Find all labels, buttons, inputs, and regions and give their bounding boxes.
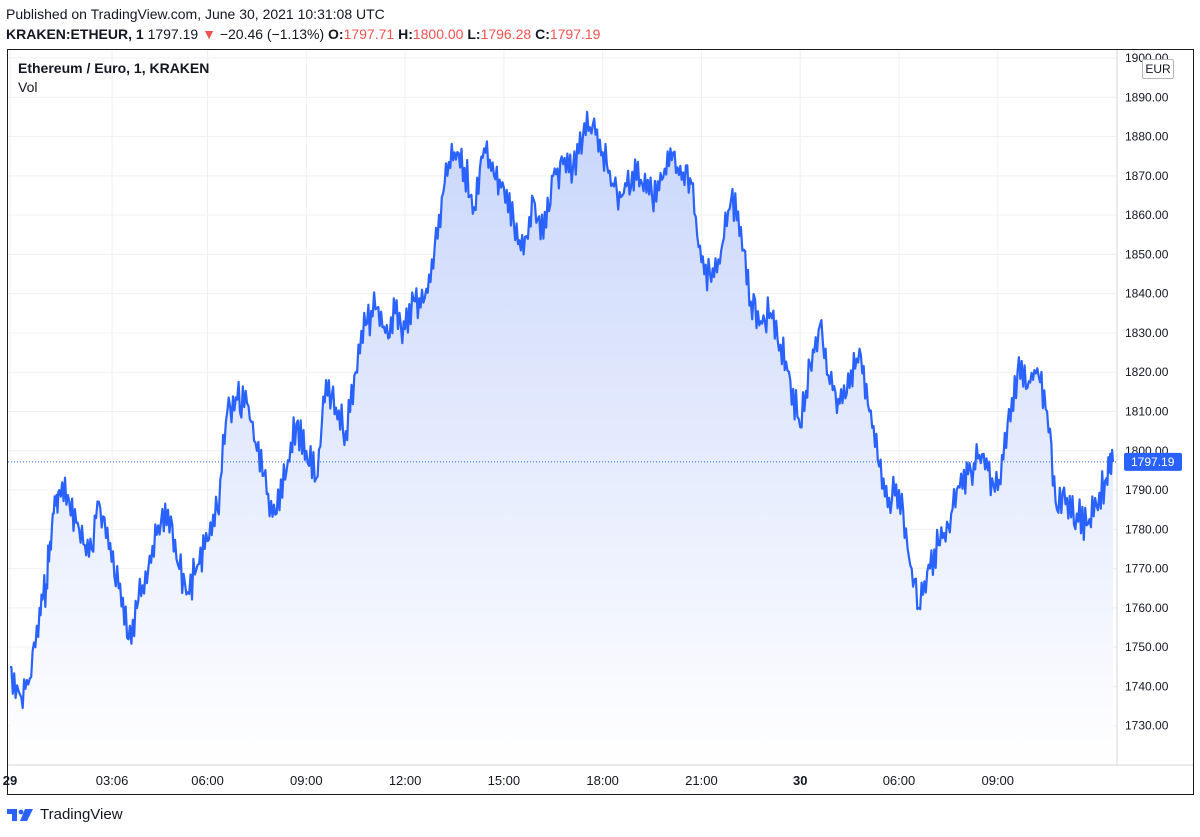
- time-tick-label: 06:00: [883, 773, 916, 788]
- time-axis[interactable]: 29 03:06 06:00 09:00 12:00 15:00 18:00 21:00 30 0…: [3, 773, 1014, 788]
- price-tick-label: 1830.00: [1125, 326, 1169, 340]
- time-tick-label: 12:00: [389, 773, 422, 788]
- price-tick-label: 1850.00: [1125, 247, 1169, 261]
- ohlc-header: KRAKEN:ETHEUR, 1 1797.19 ▼ −20.46 (−1.13…: [6, 26, 600, 42]
- low-value: 1796.28: [480, 26, 532, 42]
- open-value: 1797.71: [343, 26, 395, 42]
- price-axis[interactable]: 1730.00 1740.00 1750.00 1760.00 1770.00 1780.…: [1125, 51, 1169, 733]
- brand-name: TradingView: [40, 806, 123, 823]
- tradingview-logo-icon: [7, 808, 33, 821]
- price-tick-label: 1880.00: [1125, 130, 1169, 144]
- last-price-badge: 1797.19: [1124, 452, 1182, 471]
- close-key: C:: [535, 26, 550, 42]
- high-value: 1800.00: [412, 26, 464, 42]
- chart-frame: [7, 49, 1194, 795]
- chart-legend-title: Ethereum / Euro, 1, KRAKEN: [18, 60, 210, 76]
- time-tick-label: 30: [793, 773, 807, 788]
- price-area: [10, 111, 1113, 765]
- last-price: 1797.19: [147, 26, 199, 42]
- price-tick-label: 1870.00: [1125, 169, 1169, 183]
- price-tick-label: 1790.00: [1125, 483, 1169, 497]
- time-tick-label: 21:00: [685, 773, 718, 788]
- last-price-badge-text: 1797.19: [1131, 455, 1175, 469]
- time-tick-label: 03:06: [96, 773, 129, 788]
- price-tick-label: 1890.00: [1125, 90, 1169, 104]
- time-tick-label: 09:00: [290, 773, 323, 788]
- symbol-label: KRAKEN:ETHEUR, 1: [6, 26, 144, 42]
- open-key: O:: [328, 26, 344, 42]
- price-tick-label: 1820.00: [1125, 365, 1169, 379]
- high-key: H:: [398, 26, 413, 42]
- price-tick-label: 1780.00: [1125, 522, 1169, 536]
- time-tick-label: 06:00: [191, 773, 224, 788]
- time-tick-label: 29: [3, 773, 17, 788]
- published-caption: Published on TradingView.com, June 30, 2…: [6, 6, 385, 22]
- last-price-badge-bg: [1124, 452, 1182, 471]
- footer: TradingView: [6, 806, 123, 823]
- price-tick-label: 1750.00: [1125, 640, 1169, 654]
- volume-legend: Vol: [18, 79, 38, 95]
- time-tick-label: 15:00: [488, 773, 521, 788]
- price-line: [9, 110, 1115, 710]
- price-tick-label: 1840.00: [1125, 287, 1169, 301]
- currency-badge[interactable]: EUR: [1142, 59, 1174, 79]
- price-tick-label: 1740.00: [1125, 679, 1169, 693]
- time-tick-label: 09:00: [981, 773, 1014, 788]
- price-change: −20.46 (−1.13%): [219, 26, 325, 42]
- time-tick-label: 18:00: [586, 773, 619, 788]
- close-value: 1797.19: [549, 26, 601, 42]
- down-arrow-icon: ▼: [202, 26, 216, 42]
- price-tick-label: 1860.00: [1125, 208, 1169, 222]
- price-tick-label: 1760.00: [1125, 601, 1169, 615]
- price-tick-label: 1770.00: [1125, 562, 1169, 576]
- low-key: L:: [467, 26, 481, 42]
- price-tick-label: 1730.00: [1125, 719, 1169, 733]
- price-tick-label: 1810.00: [1125, 405, 1169, 419]
